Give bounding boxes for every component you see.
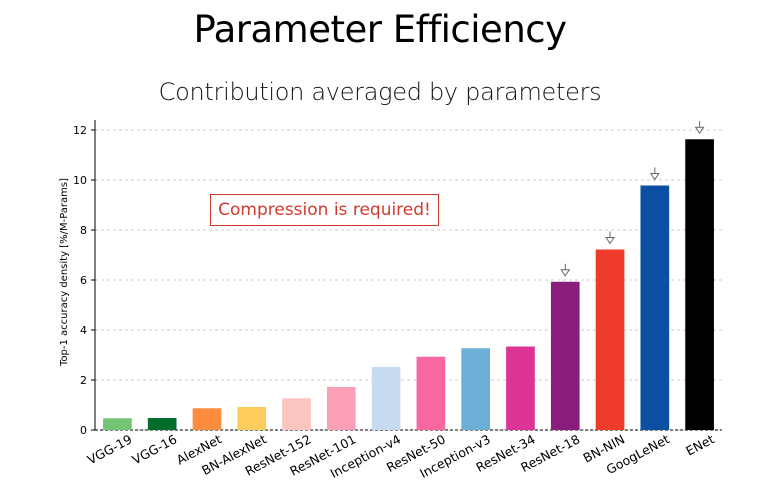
bar-inception-v3 xyxy=(461,348,491,430)
bar-resnet-101 xyxy=(326,387,356,430)
y-axis-label: Top-1 accuracy density [%/M-Params] xyxy=(59,178,70,367)
y-tick-label: 2 xyxy=(80,374,87,387)
y-tick-label: 4 xyxy=(80,324,87,337)
bar-vgg-16 xyxy=(147,418,177,430)
arrow-markers xyxy=(560,121,705,277)
bar-resnet-50 xyxy=(416,356,446,430)
x-tick-label: VGG-16 xyxy=(130,431,180,467)
bars xyxy=(103,139,714,430)
bar-enet xyxy=(685,139,714,430)
bar-bn-alexnet xyxy=(237,407,267,430)
bar-bn-nin xyxy=(595,249,625,430)
y-tick-label: 8 xyxy=(80,224,87,237)
bar-resnet-34 xyxy=(506,346,535,430)
down-arrow-icon xyxy=(560,263,571,277)
y-tick-label: 12 xyxy=(73,124,87,137)
bar-vgg-19 xyxy=(103,418,132,430)
page-subtitle: Contribution averaged by parameters xyxy=(158,78,602,106)
bar-googlenet xyxy=(640,185,670,430)
page-title: Parameter Efficiency xyxy=(193,8,567,51)
y-tick-label: 10 xyxy=(73,174,87,187)
x-tick-label: VGG-19 xyxy=(85,431,135,467)
x-tick-label: ENet xyxy=(683,431,716,458)
compression-callout: Compression is required! xyxy=(210,194,439,226)
y-tick-label: 0 xyxy=(80,424,87,437)
bar-resnet-18 xyxy=(550,281,580,430)
down-arrow-icon xyxy=(649,167,660,181)
gridlines xyxy=(95,129,722,431)
down-arrow-icon xyxy=(694,121,705,135)
bar-alexnet xyxy=(192,408,222,430)
bar-resnet-152 xyxy=(282,398,311,430)
down-arrow-icon xyxy=(605,231,615,245)
x-tick-labels: VGG-19VGG-16AlexNetBN-AlexNetResNet-152R… xyxy=(85,431,717,481)
bar-inception-v4 xyxy=(371,367,401,430)
y-tick-label: 6 xyxy=(80,274,87,287)
